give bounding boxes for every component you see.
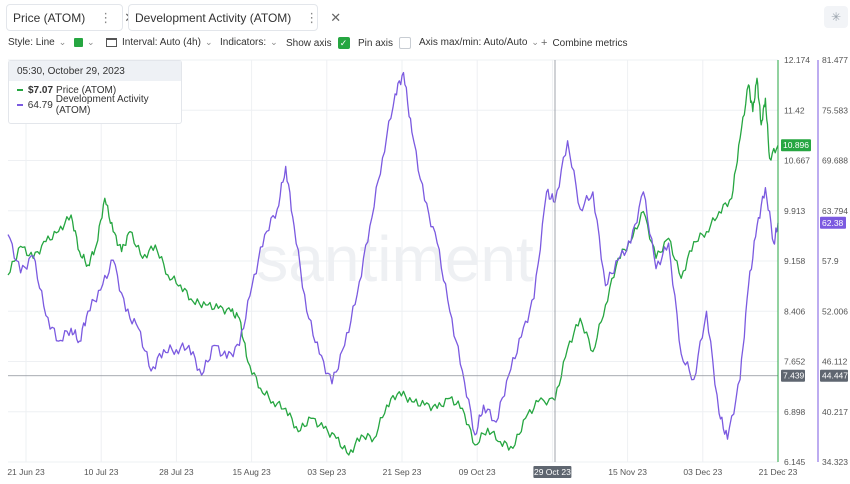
dev-tick-label: 46.112 xyxy=(822,357,848,367)
crosshair-price-badge: 7.439 xyxy=(783,371,805,381)
x-tick-label: 03 Sep 23 xyxy=(307,467,346,477)
price-series-line xyxy=(7,77,779,456)
x-tick-label: 28 Jul 23 xyxy=(159,467,194,477)
interval-dropdown[interactable]: Interval: Auto (4h) ⌄ xyxy=(106,37,212,48)
series-lines xyxy=(7,71,779,456)
combine-label: Combine metrics xyxy=(552,37,628,49)
chevron-down-icon: ⌄ xyxy=(87,37,95,47)
calendar-icon xyxy=(106,38,117,47)
axis-maxmin-label: Axis max/min: Auto/Auto xyxy=(419,37,528,48)
settings-button[interactable]: ✳ xyxy=(824,6,848,28)
x-tick-label: 15 Aug 23 xyxy=(232,467,271,477)
tooltip-date: 05:30, October 29, 2023 xyxy=(9,61,181,81)
dev-last-value-badge-bg xyxy=(820,216,846,229)
metric-tabs: Price (ATOM) ⋮ ✕ Development Activity (A… xyxy=(0,0,850,34)
x-tick-label: 21 Sep 23 xyxy=(383,467,422,477)
indicators-dropdown[interactable]: Indicators: ⌄ xyxy=(220,37,278,48)
chevron-down-icon: ⌄ xyxy=(58,37,67,47)
tooltip-dev-value: 64.79 xyxy=(27,99,53,111)
dev-activity-series-line xyxy=(7,71,779,440)
dev-tick-label: 81.477 xyxy=(822,56,848,65)
tab-development-activity[interactable]: Development Activity (ATOM) ⋮ ✕ xyxy=(128,4,341,31)
hover-tooltip: 05:30, October 29, 2023 $7.07 Price (ATO… xyxy=(8,60,182,124)
price-last-value-badge-bg xyxy=(781,139,811,152)
more-options-icon[interactable]: ⋮ xyxy=(99,9,113,25)
checkbox-unchecked-icon[interactable] xyxy=(399,37,412,49)
x-tick-label: 10 Jul 23 xyxy=(84,467,119,477)
price-tick-label: 6.145 xyxy=(784,457,806,467)
chevron-down-icon: ⌄ xyxy=(531,37,539,47)
santiment-watermark: santiment xyxy=(256,223,534,295)
indicators-label: Indicators: xyxy=(220,37,267,48)
dev-tick-label: 75.583 xyxy=(822,105,848,115)
price-tick-label: 11.42 xyxy=(784,105,805,115)
plus-icon: + xyxy=(541,37,548,49)
pin-axis-label: Pin axis xyxy=(358,37,394,49)
tooltip-dev-row: 64.79 Development Activity (ATOM) xyxy=(9,94,181,116)
chevron-down-icon: ⌄ xyxy=(270,37,278,47)
style-dropdown[interactable]: Style: Line ⌄ xyxy=(8,37,66,48)
price-tick-label: 8.406 xyxy=(784,306,806,316)
gear-icon: ✳ xyxy=(830,10,842,24)
tab-price-atom[interactable]: Price (ATOM) ⋮ ✕ xyxy=(6,4,135,31)
dev-tick-label: 57.9 xyxy=(822,256,839,266)
price-swatch-icon xyxy=(17,89,23,91)
color-picker[interactable]: ⌄ xyxy=(74,37,95,48)
axis-maxmin-dropdown[interactable]: Axis max/min: Auto/Auto ⌄ xyxy=(419,37,539,48)
dev-tick-label: 63.794 xyxy=(822,206,848,216)
tab-price-label: Price (ATOM) xyxy=(13,10,86,25)
tooltip-price-label: Price (ATOM) xyxy=(56,84,117,96)
x-tick-label: 03 Dec 23 xyxy=(683,467,722,477)
dev-last-value-badge: 62.38 xyxy=(822,218,844,228)
dev-tick-label: 34.323 xyxy=(822,457,848,467)
crosshair-dev-badge-bg xyxy=(820,369,848,382)
close-icon[interactable]: ✕ xyxy=(330,9,342,25)
price-tick-label: 9.913 xyxy=(784,206,806,216)
x-tick-label: 21 Dec 23 xyxy=(759,467,798,477)
price-last-value-badge: 10.896 xyxy=(783,140,809,150)
show-axis-label: Show axis xyxy=(286,37,332,49)
style-label: Style: Line xyxy=(8,37,55,48)
pin-axis-toggle[interactable]: Pin axis xyxy=(358,37,412,49)
chevron-down-icon: ⌄ xyxy=(204,37,213,47)
x-tick-label: 21 Jun 23 xyxy=(7,467,45,477)
chart-toolbar: Style: Line ⌄ ⌄ Interval: Auto (4h) ⌄ Indi… xyxy=(0,34,850,54)
dev-tick-label: 52.006 xyxy=(822,306,848,316)
tooltip-dev-label: Development Activity (ATOM) xyxy=(55,94,149,116)
price-tick-label: 7.652 xyxy=(784,357,806,367)
price-tick-label: 6.898 xyxy=(784,407,806,417)
tooltip-price-row: $7.07 Price (ATOM) xyxy=(9,81,181,96)
more-options-icon[interactable]: ⋮ xyxy=(305,9,319,25)
color-swatch-icon xyxy=(74,38,83,47)
tooltip-price-value: $7.07 xyxy=(28,84,54,96)
crosshair-dev-badge: 44.447 xyxy=(822,371,848,381)
checkbox-checked-icon[interactable]: ✓ xyxy=(337,37,350,49)
price-tick-label: 10.667 xyxy=(784,156,810,166)
crosshair-price-badge-bg xyxy=(781,369,805,382)
show-axis-toggle[interactable]: Show axis ✓ xyxy=(286,37,350,49)
dev-tick-label: 40.217 xyxy=(822,407,848,417)
tab-dev-label: Development Activity (ATOM) xyxy=(135,10,292,25)
crosshair-date-badge xyxy=(533,466,572,478)
combine-metrics-button[interactable]: + Combine metrics xyxy=(541,37,627,49)
x-tick-label: 29 Oct 23 xyxy=(534,467,571,477)
dev-tick-label: 69.688 xyxy=(822,156,848,166)
chart-axes: 12.174 11.42 10.667 9.913 9.158 8.406 7.652 6.8… xyxy=(7,56,848,478)
price-tick-label: 12.174 xyxy=(784,56,810,65)
dev-swatch-icon xyxy=(17,104,23,106)
x-tick-label: 15 Nov 23 xyxy=(608,467,647,477)
price-tick-label: 9.158 xyxy=(784,256,806,266)
x-tick-label: 09 Oct 23 xyxy=(459,467,496,477)
interval-label: Interval: Auto (4h) xyxy=(122,37,201,48)
